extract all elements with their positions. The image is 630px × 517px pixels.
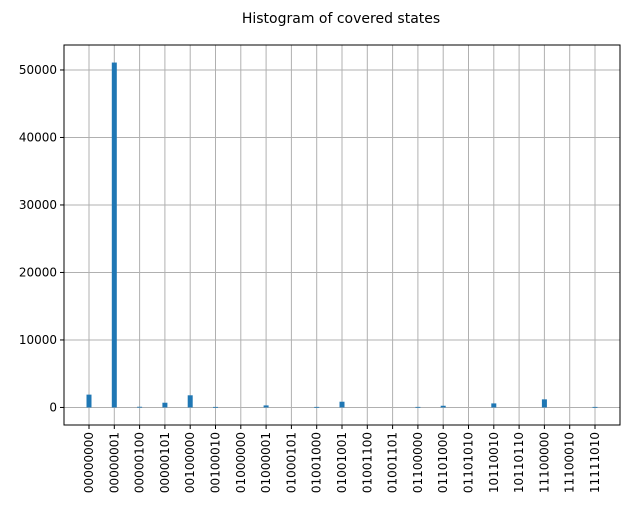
x-tick-label: 00000101 (158, 432, 172, 493)
x-tick-label: 01001001 (335, 432, 349, 493)
bar (86, 394, 92, 408)
x-tick-label: 01000000 (234, 432, 248, 493)
x-tick-label: 01100000 (411, 432, 425, 493)
x-tick-label: 01001101 (386, 432, 400, 493)
bar (541, 399, 547, 408)
x-tick-label: 00000000 (82, 432, 96, 493)
bar (263, 405, 269, 408)
bar (592, 406, 598, 408)
x-tick-label: 10110110 (512, 432, 526, 493)
bar (162, 402, 168, 408)
bars (86, 62, 598, 408)
bar (314, 406, 320, 408)
y-tick-label: 50000 (19, 63, 57, 77)
y-tick-label: 30000 (19, 198, 57, 212)
bar (491, 403, 497, 408)
bar (111, 62, 117, 408)
x-tick-label: 00100000 (183, 432, 197, 493)
bar (440, 405, 446, 408)
y-tick-label: 0 (49, 400, 57, 414)
x-tick-label: 00000100 (133, 432, 147, 493)
y-tick-label: 40000 (19, 130, 57, 144)
bar (137, 406, 143, 408)
y-tick-label: 10000 (19, 333, 57, 347)
x-tick-label: 01000001 (259, 432, 273, 493)
x-gridlines (88, 45, 596, 425)
bar (213, 406, 218, 408)
x-tick-label: 00100010 (209, 432, 223, 493)
chart-title: Histogram of covered states (242, 11, 440, 27)
bar (187, 395, 193, 408)
x-tick-label: 01101000 (436, 432, 450, 493)
y-tick-label: 20000 (19, 265, 57, 279)
x-tick-label: 11111010 (588, 432, 602, 493)
x-tick-label: 01000101 (284, 432, 298, 493)
x-axis-ticks: 00000000 00000001 00000100 00000101 00100000… (82, 425, 602, 493)
x-tick-label: 11100010 (563, 432, 577, 493)
x-tick-label: 10110010 (487, 432, 501, 493)
x-tick-label: 01101010 (462, 432, 476, 493)
x-tick-label: 11100000 (537, 432, 551, 493)
bar (415, 406, 421, 408)
x-tick-label: 01001100 (360, 432, 374, 493)
x-tick-label: 00000001 (107, 432, 121, 493)
y-axis-ticks: 0 10000 20000 30000 40000 50000 (19, 63, 64, 414)
x-tick-label: 01001000 (310, 432, 324, 493)
bar (339, 401, 345, 408)
